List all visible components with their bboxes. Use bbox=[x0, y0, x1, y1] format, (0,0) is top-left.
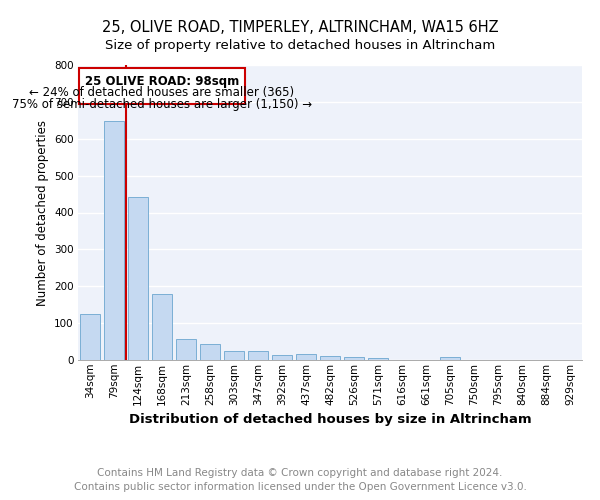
Bar bbox=[224, 351, 244, 360]
Y-axis label: Number of detached properties: Number of detached properties bbox=[35, 120, 49, 306]
Bar bbox=[128, 196, 148, 360]
Bar bbox=[320, 356, 340, 360]
Text: 25 OLIVE ROAD: 98sqm: 25 OLIVE ROAD: 98sqm bbox=[85, 74, 239, 88]
Bar bbox=[344, 357, 364, 360]
Bar bbox=[200, 344, 220, 360]
Text: Contains public sector information licensed under the Open Government Licence v3: Contains public sector information licen… bbox=[74, 482, 526, 492]
Bar bbox=[296, 354, 316, 360]
Bar bbox=[176, 339, 196, 360]
Text: Contains HM Land Registry data © Crown copyright and database right 2024.: Contains HM Land Registry data © Crown c… bbox=[97, 468, 503, 477]
Bar bbox=[272, 355, 292, 360]
Bar bbox=[152, 294, 172, 360]
Bar bbox=[440, 357, 460, 360]
Bar bbox=[248, 351, 268, 360]
Text: 25, OLIVE ROAD, TIMPERLEY, ALTRINCHAM, WA15 6HZ: 25, OLIVE ROAD, TIMPERLEY, ALTRINCHAM, W… bbox=[101, 20, 499, 35]
Text: Size of property relative to detached houses in Altrincham: Size of property relative to detached ho… bbox=[105, 40, 495, 52]
X-axis label: Distribution of detached houses by size in Altrincham: Distribution of detached houses by size … bbox=[128, 413, 532, 426]
Bar bbox=[80, 314, 100, 360]
Bar bbox=[104, 121, 124, 360]
Text: 75% of semi-detached houses are larger (1,150) →: 75% of semi-detached houses are larger (… bbox=[12, 98, 312, 111]
Text: ← 24% of detached houses are smaller (365): ← 24% of detached houses are smaller (36… bbox=[29, 86, 295, 100]
Bar bbox=[368, 358, 388, 360]
FancyBboxPatch shape bbox=[79, 68, 245, 104]
